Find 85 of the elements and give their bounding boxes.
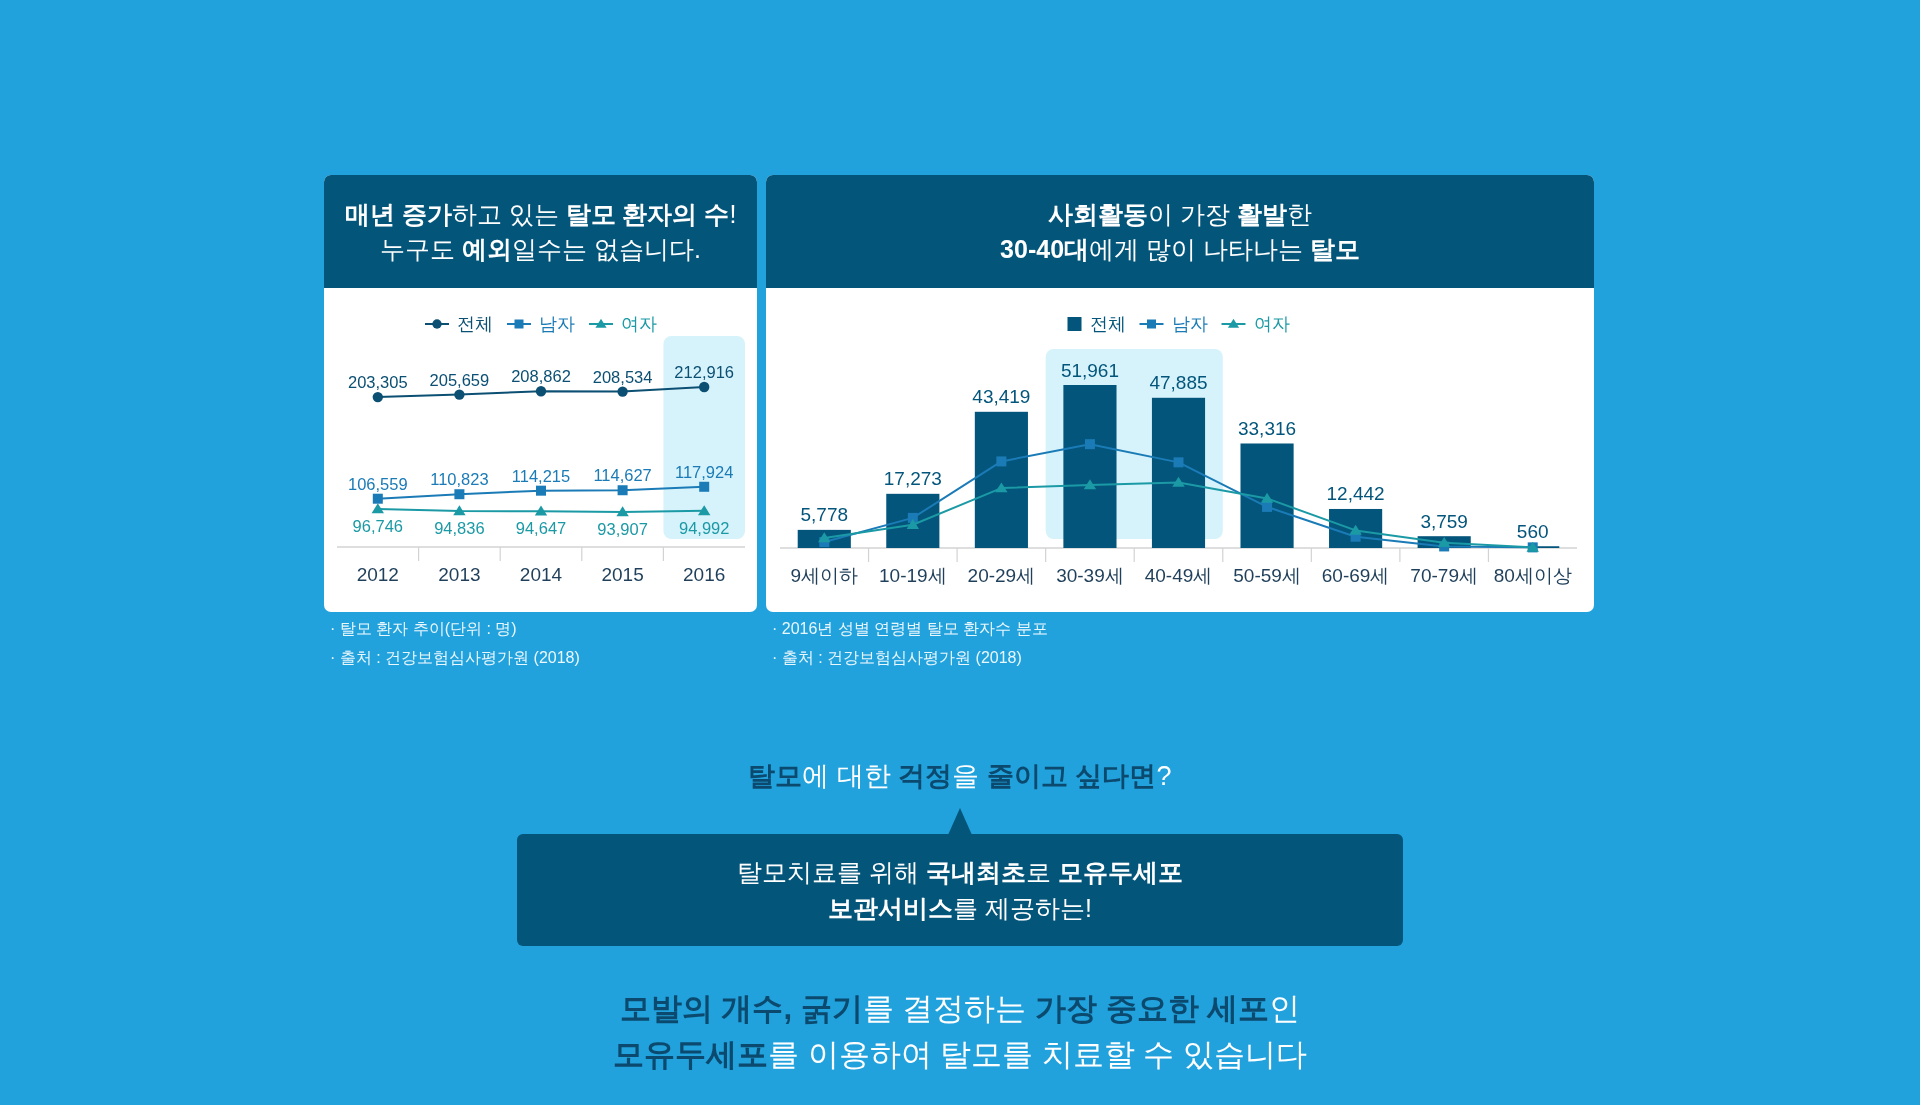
data-label: 208,862 bbox=[511, 367, 571, 386]
bar bbox=[1151, 397, 1206, 548]
bar bbox=[974, 411, 1028, 548]
point bbox=[534, 505, 548, 516]
point bbox=[698, 505, 711, 516]
point bbox=[995, 482, 1008, 493]
data-label: 47,885 bbox=[1149, 372, 1208, 394]
x-tick-label: 9세이하 bbox=[790, 564, 859, 586]
legend-label: 여자 bbox=[1253, 314, 1290, 334]
data-label: 560 bbox=[1516, 520, 1549, 542]
point bbox=[371, 503, 384, 514]
data-label: 33,316 bbox=[1237, 417, 1297, 439]
point bbox=[454, 389, 465, 400]
point bbox=[1349, 524, 1362, 535]
text: 모발의 개수, 굵기를 결정하는 가장 중요한 세포인 모유두세포를 이용하여 탈모를 치료할 수 있습니다 bbox=[612, 991, 1308, 1072]
x-tick-label: 2012 bbox=[356, 563, 399, 585]
data-label: 205,659 bbox=[429, 370, 490, 389]
chart-title: 매년 증가하고 있는 탈모 환자의 수! bbox=[344, 200, 737, 228]
point bbox=[699, 481, 710, 492]
point bbox=[699, 381, 710, 393]
chart-title: 사회활동이 가장 활발한 bbox=[1048, 200, 1312, 228]
x-tick-label: 80세이상 bbox=[1493, 564, 1572, 586]
data-label: 5,778 bbox=[800, 504, 849, 526]
data-label: 110,823 bbox=[430, 470, 489, 489]
point bbox=[536, 485, 546, 496]
point bbox=[818, 532, 831, 543]
chart-subtitle: 누구도 예외일수는 없습니다. bbox=[380, 235, 701, 263]
x-tick-label: 40-49세 bbox=[1144, 564, 1213, 586]
point bbox=[1083, 479, 1097, 490]
callout: 탈모치료를 위해 국내최초로 모유두세포 보관서비스를 제공하는! bbox=[517, 834, 1403, 946]
text: · 2016년 성별 연령별 탈모 환자수 분포 bbox=[772, 620, 1048, 637]
data-label: 43,419 bbox=[972, 386, 1031, 408]
data-label: 114,215 bbox=[511, 466, 571, 485]
point bbox=[453, 505, 466, 516]
x-tick-label: 2014 bbox=[519, 563, 563, 585]
data-label: 17,273 bbox=[883, 468, 942, 490]
legend-label: 남자 bbox=[1171, 314, 1208, 334]
point bbox=[996, 456, 1007, 467]
x-tick-label: 2016 bbox=[683, 563, 726, 585]
data-label: 93,907 bbox=[597, 520, 648, 538]
data-label: 117,924 bbox=[674, 462, 734, 481]
x-tick-label: 2013 bbox=[438, 563, 481, 585]
point bbox=[617, 386, 628, 397]
data-label: 212,916 bbox=[674, 363, 735, 381]
point bbox=[535, 386, 547, 397]
point bbox=[1260, 492, 1274, 503]
text: · 탈모 환자 추이(단위 : 명) bbox=[330, 620, 517, 637]
point bbox=[1172, 476, 1185, 487]
data-label: 3,759 bbox=[1420, 510, 1468, 532]
bar bbox=[1063, 385, 1117, 548]
x-tick-label: 10-19세 bbox=[879, 564, 947, 586]
legend-label: 여자 bbox=[621, 314, 657, 334]
x-tick-label: 70-79세 bbox=[1410, 564, 1478, 586]
data-label: 51,961 bbox=[1060, 359, 1120, 381]
x-tick-label: 30-39세 bbox=[1056, 564, 1124, 586]
data-label: 94,836 bbox=[434, 519, 485, 538]
point bbox=[1173, 457, 1184, 468]
data-label: 94,992 bbox=[678, 518, 730, 537]
bar bbox=[1240, 443, 1294, 548]
point bbox=[372, 391, 383, 403]
data-label: 94,647 bbox=[515, 519, 567, 538]
text: · 출처 : 건강보험심사평가원 (2018) bbox=[330, 649, 580, 666]
data-label: 208,534 bbox=[592, 367, 653, 386]
legend-label: 전체 bbox=[457, 314, 493, 334]
legend-label: 남자 bbox=[539, 314, 575, 334]
point bbox=[1262, 501, 1273, 512]
data-label: 12,442 bbox=[1326, 483, 1385, 505]
text: · 출처 : 건강보험심사평가원 (2018) bbox=[772, 649, 1022, 666]
x-tick-label: 50-59세 bbox=[1233, 564, 1301, 586]
data-label: 203,305 bbox=[347, 373, 408, 392]
chart-subtitle: 30-40대에게 많이 나타나는 탈모 bbox=[1000, 235, 1360, 263]
point bbox=[616, 506, 629, 517]
x-tick-label: 20-29세 bbox=[967, 564, 1036, 586]
text: 탈모에 대한 걱정을 줄이고 싶다면? bbox=[748, 761, 1172, 791]
point bbox=[454, 489, 465, 500]
x-tick-label: 60-69세 bbox=[1321, 564, 1390, 586]
point bbox=[617, 485, 628, 496]
x-tick-label: 2015 bbox=[601, 563, 644, 585]
point bbox=[372, 493, 383, 504]
data-label: 114,627 bbox=[593, 466, 652, 485]
point bbox=[1437, 536, 1451, 547]
legend-label: 전체 bbox=[1089, 314, 1126, 334]
point bbox=[1084, 439, 1095, 450]
data-label: 96,746 bbox=[352, 517, 404, 536]
data-label: 106,559 bbox=[347, 474, 408, 493]
